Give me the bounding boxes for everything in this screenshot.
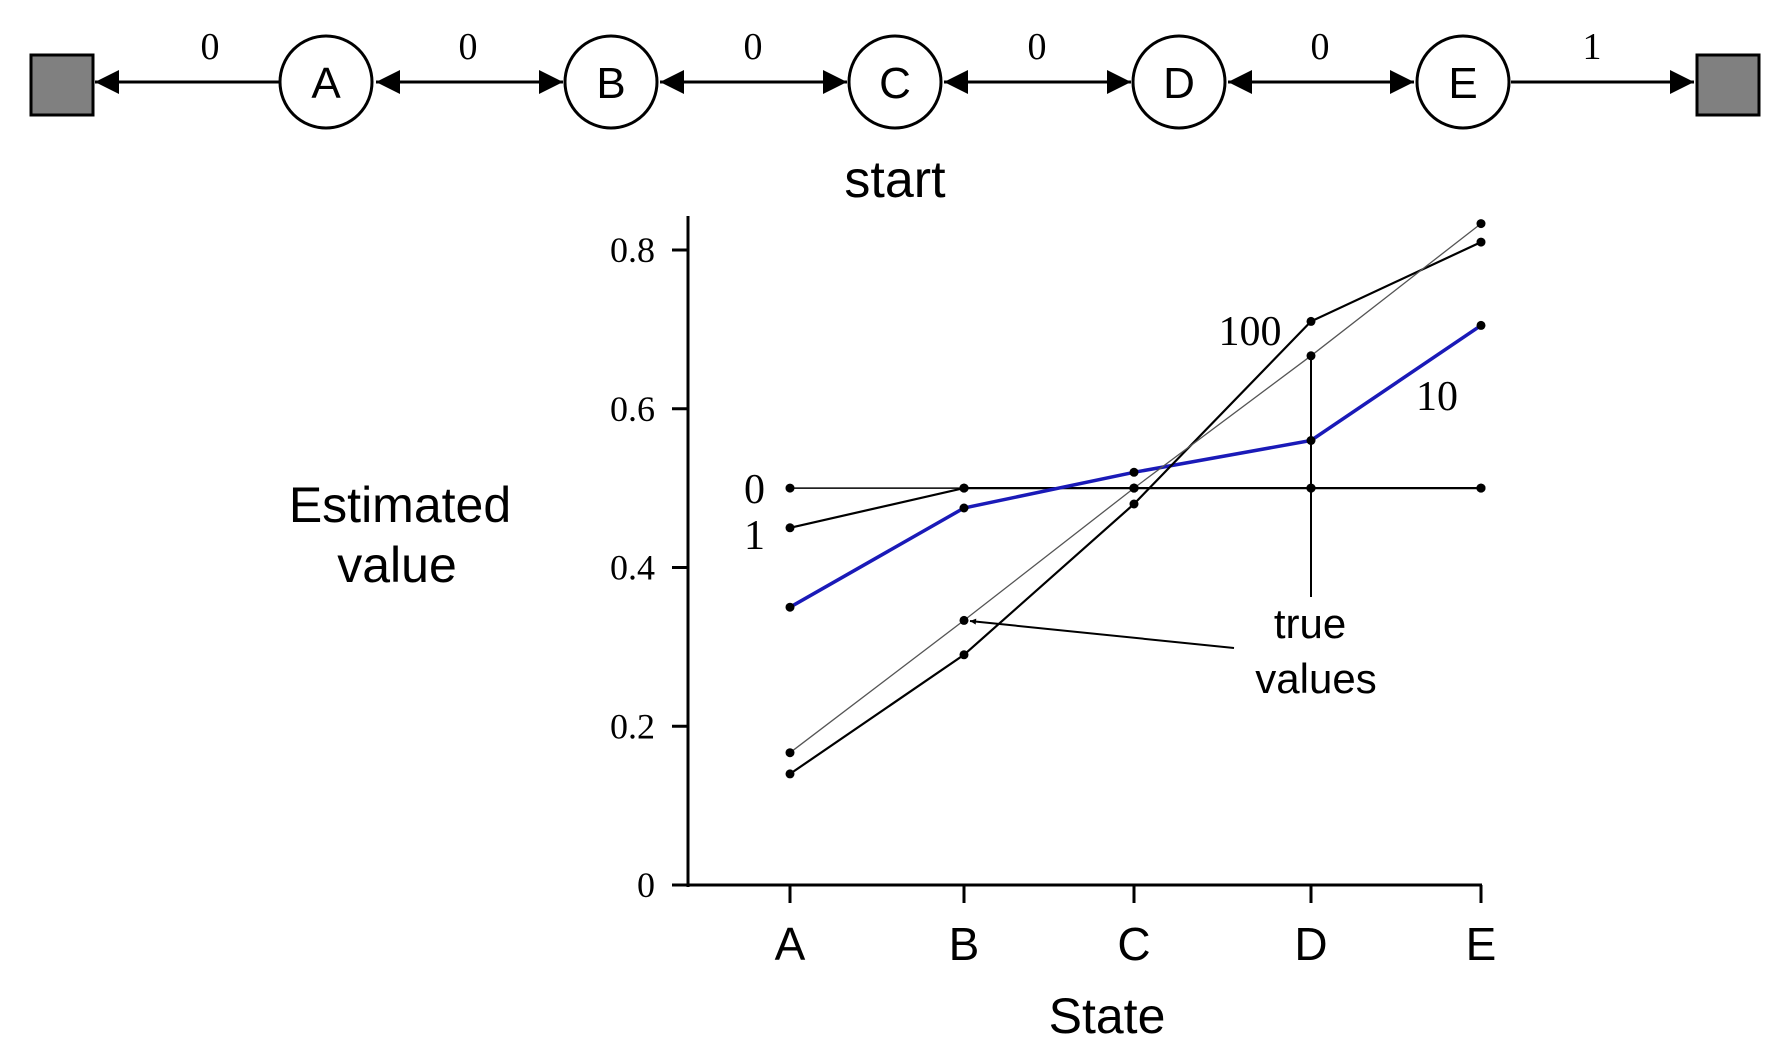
state-b-node: [563, 34, 659, 130]
series-label-10: 10: [1416, 374, 1458, 420]
annotation-values: values: [1255, 655, 1376, 702]
state-c-label: C: [879, 59, 911, 108]
y-tick-label: 0: [637, 865, 655, 905]
y-tick-label: 0.8: [610, 230, 655, 270]
y-tick-label: 0.6: [610, 389, 655, 429]
random-walk-diagram: A B C D E 0 0 0 0 0 1 start: [29, 26, 1761, 209]
reward-label: 1: [1583, 26, 1602, 68]
data-point-100: [1306, 316, 1316, 326]
reward-label: 0: [459, 26, 478, 68]
x-ticks: A B C D E: [775, 885, 1497, 970]
x-axis-label: State: [1049, 988, 1166, 1044]
data-point-true-values: [959, 615, 969, 625]
data-point-100: [1476, 237, 1486, 247]
reward-label: 0: [1311, 26, 1330, 68]
state-d-label: D: [1163, 59, 1195, 108]
series-line-10: [789, 323, 1482, 609]
data-point-true-values: [1129, 483, 1139, 493]
terminal-right: [1695, 53, 1761, 117]
series-labels: 01 10 100: [744, 309, 1458, 559]
reward-label: 0: [744, 26, 763, 68]
data-point-1: [785, 523, 795, 533]
state-a-label: A: [311, 59, 341, 108]
data-point-true-values: [1476, 219, 1486, 229]
data-point-0: [785, 483, 795, 493]
reward-label: 0: [1028, 26, 1047, 68]
data-point-10: [1129, 467, 1139, 477]
state-d-node: [1131, 34, 1227, 130]
state-a-node: [278, 34, 374, 130]
data-point-10: [959, 503, 969, 513]
x-tick-label: E: [1466, 918, 1497, 970]
data-point-100: [959, 650, 969, 660]
data-point-10: [1476, 320, 1486, 330]
y-tick-label: 0.2: [610, 706, 655, 746]
x-tick-label: B: [949, 918, 980, 970]
series-label-1: 1: [744, 513, 765, 559]
reward-label: 0: [201, 26, 220, 68]
data-point-1: [1476, 483, 1486, 493]
y-axis-label-line-1: Estimated: [289, 477, 511, 533]
point-layer: [785, 219, 1486, 779]
x-tick-label: C: [1117, 918, 1150, 970]
state-c-node: [847, 34, 943, 130]
x-tick-label: A: [775, 918, 806, 970]
state-e-node: [1415, 34, 1511, 130]
series-label-0: 0: [744, 467, 765, 513]
y-axis-label-line-2: value: [337, 537, 457, 593]
state-e-label: E: [1448, 59, 1477, 108]
data-point-100: [1129, 499, 1139, 509]
annotation-arrow-b: [969, 618, 1235, 649]
chart: Estimated value State 0 0.2 0.4 0.6 0.8 A B C D…: [289, 216, 1497, 1044]
annotation-true: true: [1274, 600, 1346, 647]
x-tick-label: D: [1294, 918, 1327, 970]
series-layer: [789, 223, 1482, 775]
y-tick-label: 0.4: [610, 548, 655, 588]
data-point-10: [785, 602, 795, 612]
series-label-100: 100: [1219, 309, 1282, 355]
y-ticks: 0 0.2 0.4 0.6 0.8: [610, 230, 688, 905]
data-point-100: [785, 769, 795, 779]
start-label: start: [844, 151, 946, 209]
state-b-label: B: [596, 59, 625, 108]
terminal-left: [29, 53, 95, 117]
data-point-true-values: [785, 748, 795, 758]
data-point-1: [959, 483, 969, 493]
